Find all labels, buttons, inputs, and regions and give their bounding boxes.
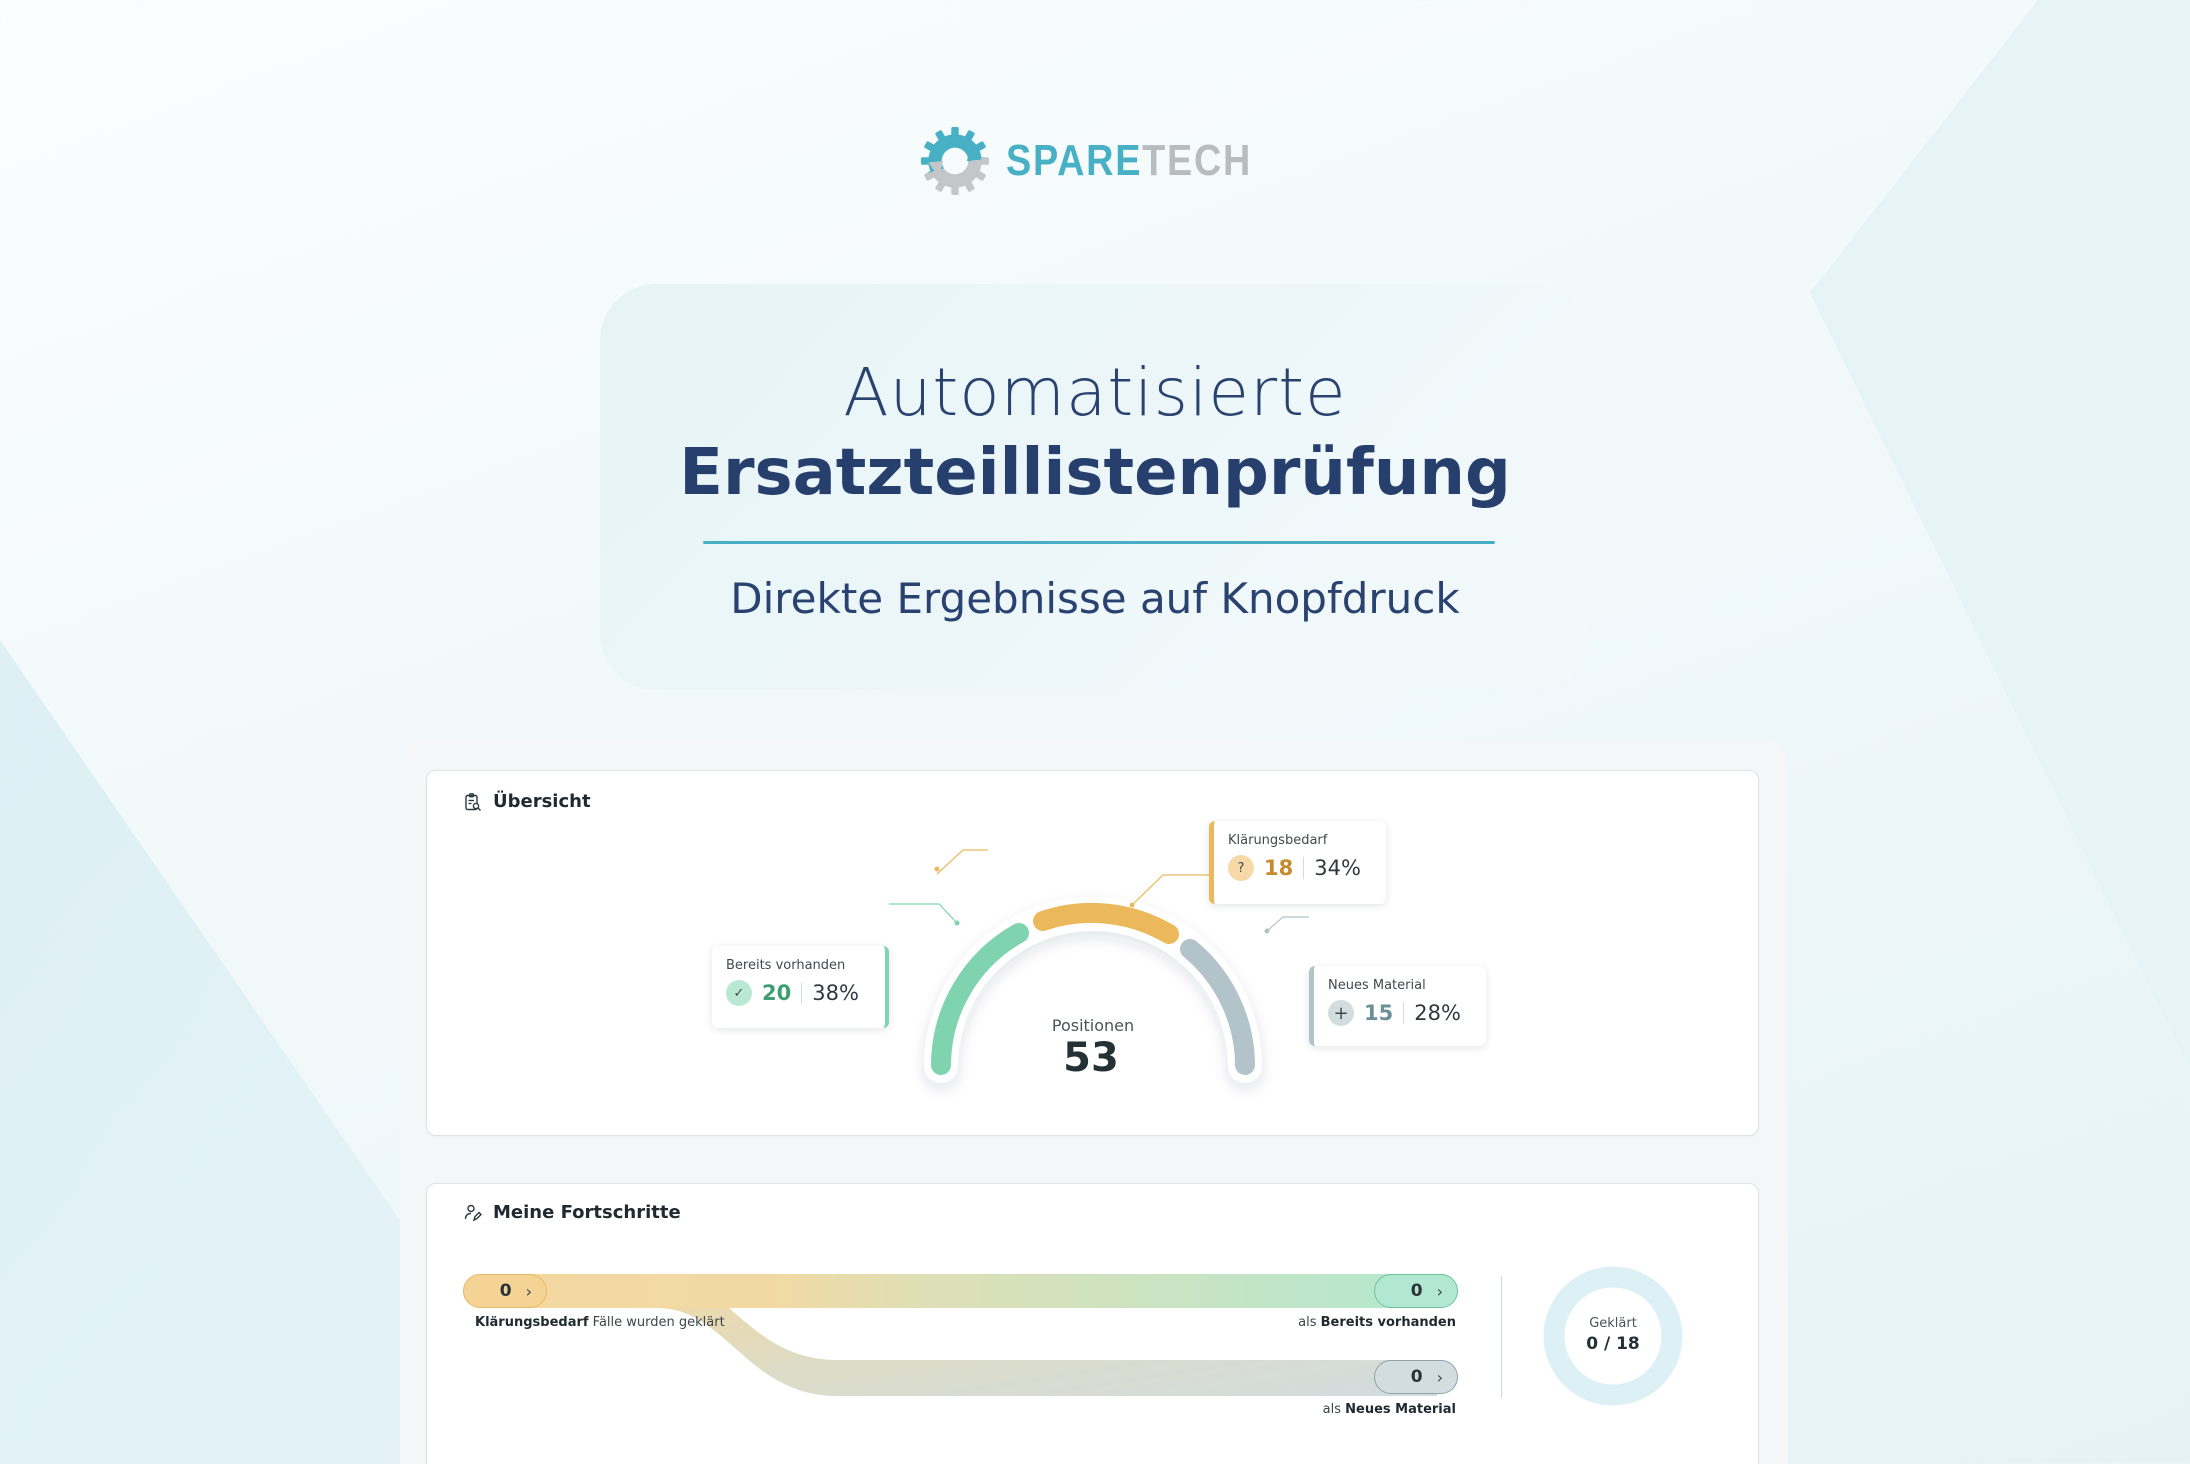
hero-divider — [703, 541, 1495, 544]
klaerungsbedarf-caption: Klärungsbedarf Fälle wurden geklärt — [475, 1315, 725, 1330]
neues-material-caption: als Neues Material — [1322, 1402, 1456, 1417]
chevron-right-icon: › — [525, 1281, 532, 1301]
check-icon: ✓ — [726, 980, 752, 1006]
overview-header: Übersicht — [463, 791, 591, 812]
bereits-vorhanden-caption: als Bereits vorhanden — [1298, 1315, 1456, 1330]
legend-separator — [1403, 1002, 1405, 1024]
gear-refresh-icon — [920, 126, 990, 196]
plus-icon: + — [1328, 1000, 1354, 1026]
legend-klaerungsbedarf[interactable]: Klärungsbedarf ? 18 34% — [1209, 821, 1386, 904]
gauge-segment-bereits — [931, 923, 1029, 1075]
legend-label: Bereits vorhanden — [726, 958, 846, 973]
legend-count: 20 — [762, 981, 792, 1005]
donut-label: Geklärt — [1589, 1316, 1637, 1331]
pill-value: 0 — [499, 1281, 512, 1301]
hero-title-line1: Automatisierte — [843, 354, 1347, 431]
legend-bereits-vorhanden[interactable]: Bereits vorhanden ✓ 20 38% — [712, 946, 889, 1028]
legend-separator — [801, 982, 803, 1004]
neues-material-count-button[interactable]: 0 › — [1374, 1360, 1458, 1394]
brand-logo: SPARETECH — [918, 124, 1292, 198]
hero-card — [600, 284, 1590, 690]
gauge-segment-neu — [1180, 939, 1255, 1075]
progress-flow-diagram — [487, 1274, 1437, 1396]
progress-card: Meine Fortschritte 0 › Klärungsbedarf Fä… — [426, 1183, 1759, 1464]
legend-percent: 28% — [1414, 1001, 1461, 1025]
question-icon: ? — [1228, 855, 1254, 881]
background-shape-right — [1810, 0, 2190, 1069]
user-edit-icon — [464, 1204, 482, 1221]
progress-title: Meine Fortschritte — [493, 1202, 681, 1223]
progress-header: Meine Fortschritte — [463, 1202, 681, 1223]
legend-count: 15 — [1364, 1001, 1394, 1025]
gauge-segment-klaer — [1033, 902, 1179, 944]
brand-wordmark: SPARETECH — [1006, 136, 1253, 185]
clarified-donut — [1543, 1266, 1683, 1406]
bereits-vorhanden-count-button[interactable]: 0 › — [1374, 1274, 1458, 1308]
chevron-right-icon: › — [1436, 1367, 1443, 1387]
donut-value: 0 / 18 — [1586, 1334, 1640, 1354]
positions-gauge — [889, 849, 1309, 1083]
progress-divider — [1501, 1276, 1502, 1398]
legend-count: 18 — [1264, 856, 1294, 880]
overview-title: Übersicht — [493, 791, 591, 812]
legend-neues-material[interactable]: Neues Material + 15 28% — [1309, 966, 1486, 1046]
clipboard-search-icon — [465, 792, 481, 811]
chevron-right-icon: › — [1436, 1281, 1443, 1301]
overview-card: Übersicht Positionen 53 Bereits vorhande — [426, 770, 1759, 1136]
legend-label: Neues Material — [1328, 978, 1426, 993]
hero-title-line2: Ersatzteillistenprüfung — [679, 436, 1511, 510]
klaerungsbedarf-count-button[interactable]: 0 › — [463, 1274, 547, 1308]
legend-percent: 34% — [1314, 856, 1361, 880]
legend-percent: 38% — [812, 981, 859, 1005]
gauge-center-label: Positionen — [1051, 1016, 1135, 1035]
hero-subtitle: Direkte Ergebnisse auf Knopfdruck — [730, 574, 1460, 623]
legend-separator — [1303, 857, 1305, 879]
pill-value: 0 — [1410, 1367, 1423, 1387]
gauge-total-value: 53 — [1063, 1035, 1119, 1081]
legend-label: Klärungsbedarf — [1228, 833, 1328, 848]
pill-value: 0 — [1410, 1281, 1423, 1301]
